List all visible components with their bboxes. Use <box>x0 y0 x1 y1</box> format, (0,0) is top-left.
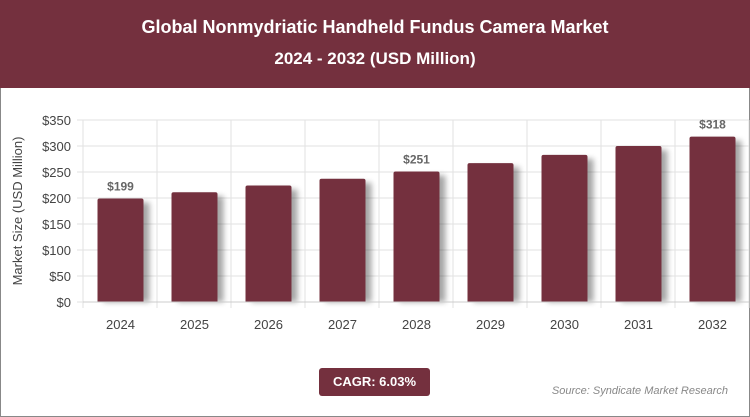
x-tick-label: 2032 <box>698 317 727 332</box>
source-note: Source: Syndicate Market Research <box>551 385 728 397</box>
x-tick-label: 2024 <box>106 317 135 332</box>
x-tick-label: 2026 <box>254 317 283 332</box>
y-tick-label: $250 <box>42 165 71 180</box>
bar-2027 <box>319 178 366 302</box>
bar-2025 <box>171 192 218 302</box>
y-tick-label: $0 <box>57 295 71 310</box>
chart-subtitle: 2024 - 2032 (USD Million) <box>274 49 476 68</box>
y-tick-label: $350 <box>42 113 71 128</box>
bar-2029 <box>467 163 514 302</box>
x-tick-label: 2031 <box>624 317 653 332</box>
chart-header: Global Nonmydriatic Handheld Fundus Came… <box>0 0 750 88</box>
x-tick-label: 2028 <box>402 317 431 332</box>
bar-2028 <box>393 171 440 302</box>
bar-2026 <box>245 185 292 302</box>
data-label: $199 <box>107 180 134 194</box>
bar-2024 <box>97 198 144 302</box>
bar-2031 <box>615 146 662 302</box>
bar-2032 <box>689 136 736 302</box>
cagr-badge: CAGR: 6.03% <box>319 368 430 396</box>
bar-2030 <box>541 154 588 302</box>
x-tick-label: 2025 <box>180 317 209 332</box>
data-label: $318 <box>699 118 726 132</box>
y-axis-label: Market Size (USD Million) <box>10 137 25 286</box>
y-tick-label: $300 <box>42 139 71 154</box>
y-tick-label: $100 <box>42 243 71 258</box>
x-tick-label: 2029 <box>476 317 505 332</box>
y-tick-label: $150 <box>42 217 71 232</box>
y-tick-label: $200 <box>42 191 71 206</box>
data-label: $251 <box>403 152 430 166</box>
x-tick-label: 2030 <box>550 317 579 332</box>
x-tick-label: 2027 <box>328 317 357 332</box>
y-tick-label: $50 <box>49 269 71 284</box>
chart-title: Global Nonmydriatic Handheld Fundus Came… <box>141 17 609 37</box>
